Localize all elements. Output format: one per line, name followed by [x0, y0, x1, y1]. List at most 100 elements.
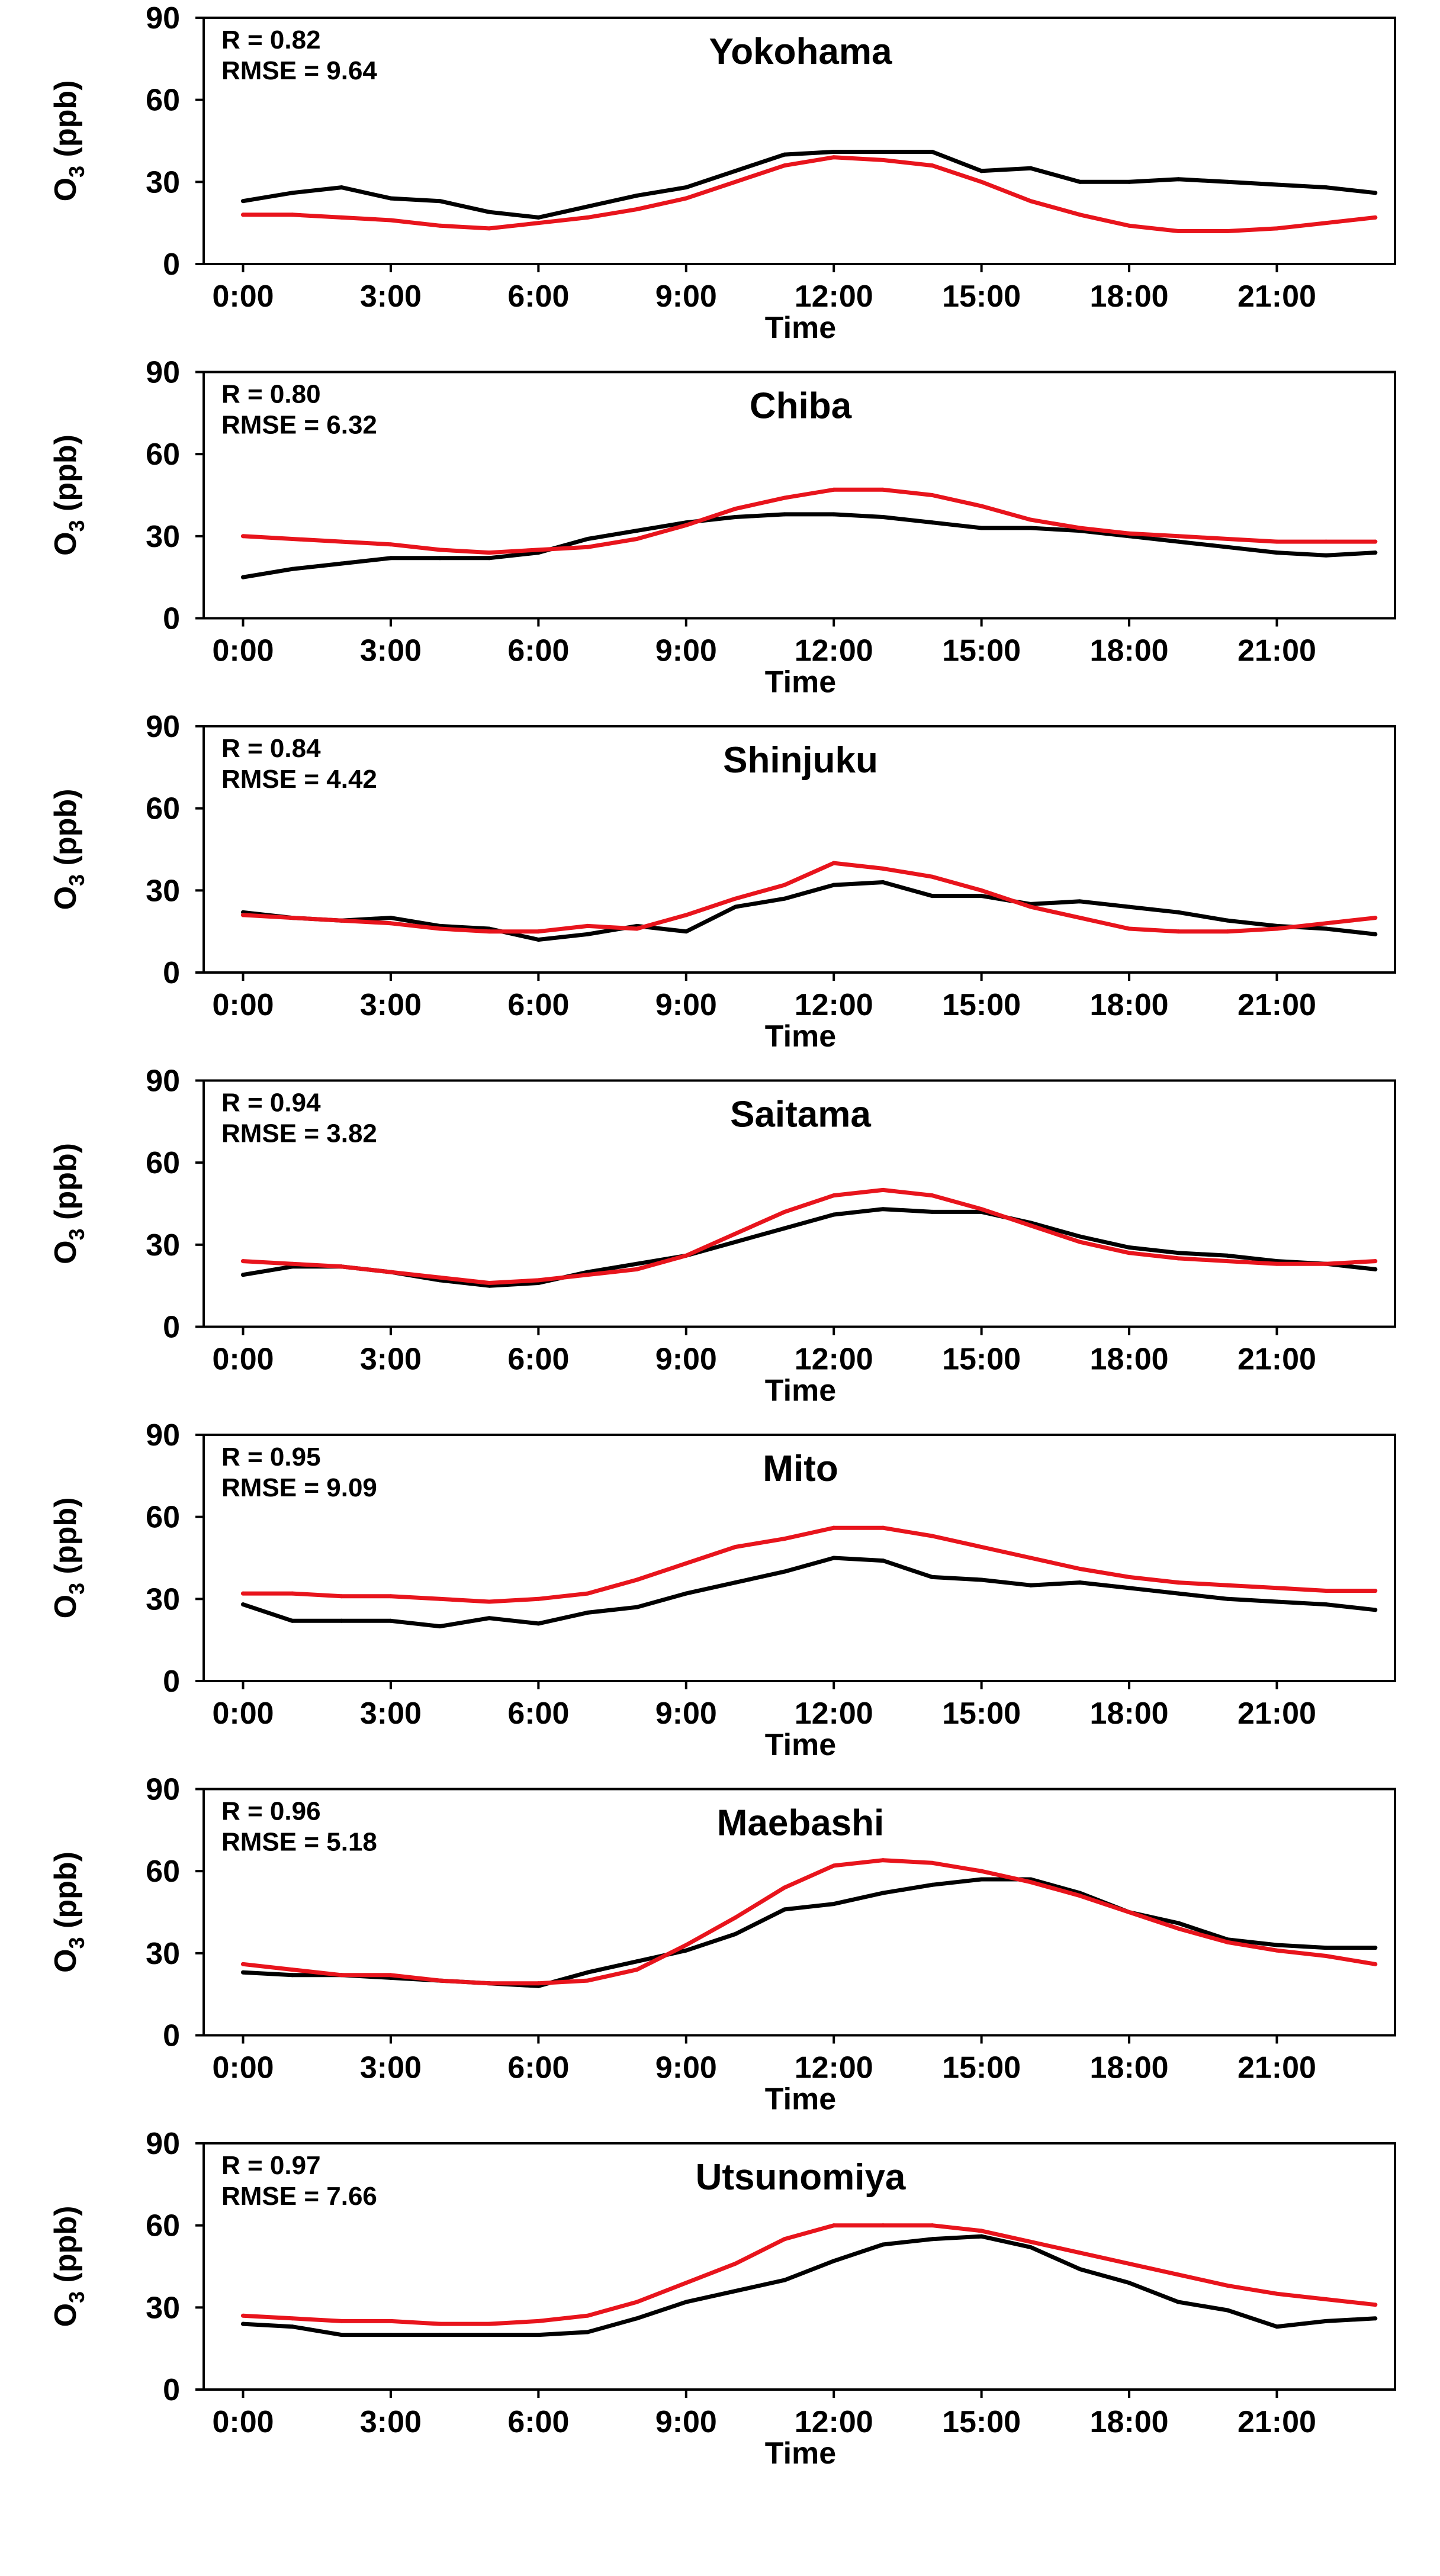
- x-tick-label: 18:00: [1090, 2405, 1169, 2439]
- data-point-observed: [585, 536, 590, 541]
- x-tick-label: 15:00: [942, 2051, 1021, 2085]
- data-point-observed: [1127, 1586, 1132, 1590]
- data-point-modeled: [1176, 2272, 1181, 2277]
- data-point-observed: [241, 2321, 246, 2326]
- data-point-observed: [290, 2324, 295, 2329]
- y-axis-label: O3 (ppb): [49, 1498, 89, 1619]
- series-line-modeled: [241, 1187, 1378, 1285]
- data-point-modeled: [290, 212, 295, 217]
- panel-title: Saitama: [730, 1094, 871, 1135]
- y-axis-label-sub: 3: [65, 2291, 89, 2303]
- data-point-modeled: [1127, 1251, 1132, 1255]
- data-point-observed: [1373, 191, 1378, 195]
- plot-frame: [202, 1079, 1396, 1328]
- y-axis-label: O3 (ppb): [49, 80, 89, 202]
- data-point-modeled: [1373, 2303, 1378, 2307]
- x-axis-label: Time: [765, 1019, 836, 1054]
- data-point-observed: [930, 520, 934, 525]
- data-point-observed: [684, 1591, 689, 1596]
- x-tick-label: 18:00: [1090, 1342, 1169, 1377]
- chart-panel-6: 0 30 60 90 0:00 3:00 6:00 9:00 12:00 15:00 18:00 21…: [49, 1773, 1396, 2117]
- x-tick-label: 18:00: [1090, 988, 1169, 1022]
- data-point-modeled: [536, 1596, 541, 1601]
- stat-label: R = 0.82: [221, 25, 321, 54]
- data-point-modeled: [241, 1259, 246, 1264]
- data-point-observed: [684, 929, 689, 934]
- y-tick-label: 90: [146, 1418, 180, 1453]
- data-point-modeled: [1176, 1580, 1181, 1585]
- y-tick-label: 60: [146, 2209, 180, 2243]
- x-tick-label: 18:00: [1090, 1696, 1169, 1731]
- data-point-observed: [536, 215, 541, 220]
- chart-panel-2: 0 30 60 90 0:00 3:00 6:00 9:00 12:00 15:00 18:00 21…: [49, 356, 1396, 700]
- x-tick-label: 9:00: [655, 279, 717, 314]
- data-point-modeled: [733, 2261, 738, 2266]
- data-point-modeled: [536, 1278, 541, 1283]
- data-point-modeled: [1225, 229, 1230, 234]
- data-point-observed: [979, 2234, 984, 2239]
- data-point-observed: [339, 1618, 344, 1623]
- x-tick-label: 9:00: [655, 2405, 717, 2439]
- data-point-observed: [1127, 904, 1132, 909]
- data-point-modeled: [1324, 221, 1329, 226]
- data-point-observed: [635, 193, 639, 198]
- data-point-modeled: [1373, 1588, 1378, 1593]
- data-point-modeled: [930, 874, 934, 879]
- x-tick-label: 9:00: [655, 1342, 717, 1377]
- data-point-modeled: [438, 1978, 442, 1983]
- x-tick-label: 18:00: [1090, 2051, 1169, 2085]
- series-line-modeled: [241, 1858, 1378, 1986]
- x-tick-label: 12:00: [795, 2051, 873, 2085]
- data-point-modeled: [1274, 539, 1279, 544]
- data-point-modeled: [635, 207, 639, 212]
- data-point-modeled: [1078, 212, 1082, 217]
- data-point-modeled: [1078, 1894, 1082, 1898]
- data-point-observed: [339, 561, 344, 566]
- data-point-observed: [930, 2237, 934, 2242]
- x-tick-label: 6:00: [507, 634, 569, 668]
- plot-frame: [202, 2142, 1396, 2391]
- data-point-observed: [1373, 1267, 1378, 1271]
- x-tick-label: 15:00: [942, 988, 1021, 1022]
- data-point-observed: [339, 185, 344, 190]
- data-point-modeled: [880, 1525, 885, 1530]
- data-point-observed: [1274, 182, 1279, 187]
- data-point-observed: [782, 1569, 787, 1574]
- y-tick-label: 60: [146, 792, 180, 826]
- data-point-observed: [388, 1618, 393, 1623]
- panel-title: Utsunomiya: [696, 2157, 906, 2198]
- series-line-modeled: [241, 1525, 1378, 1604]
- x-tick-label: 9:00: [655, 1696, 717, 1731]
- x-tick-label: 0:00: [212, 2051, 274, 2085]
- y-tick-label: 60: [146, 1500, 180, 1535]
- series-line-observed: [241, 150, 1378, 220]
- data-point-observed: [880, 514, 885, 519]
- data-point-modeled: [1324, 2297, 1329, 2301]
- data-point-modeled: [241, 1591, 246, 1596]
- data-point-observed: [438, 1624, 442, 1629]
- data-point-observed: [635, 1605, 639, 1609]
- data-point-observed: [1078, 1580, 1082, 1585]
- data-point-observed: [585, 204, 590, 209]
- data-point-modeled: [585, 1273, 590, 1277]
- data-point-modeled: [1176, 229, 1181, 234]
- data-point-observed: [536, 938, 541, 942]
- series-line-observed: [241, 1207, 1378, 1288]
- data-point-observed: [831, 1902, 836, 1907]
- data-point-modeled: [1176, 534, 1181, 539]
- series-line-observed: [241, 1877, 1378, 1988]
- data-point-modeled: [1127, 926, 1132, 931]
- data-point-observed: [1176, 910, 1181, 915]
- data-point-modeled: [585, 545, 590, 549]
- x-tick-label: 12:00: [795, 1696, 873, 1731]
- x-tick-label: 12:00: [795, 279, 873, 314]
- series-line-modeled: [241, 861, 1378, 934]
- data-point-observed: [241, 575, 246, 579]
- x-tick-label: 6:00: [507, 2051, 569, 2085]
- y-axis-label: O3 (ppb): [49, 789, 89, 910]
- stat-label: R = 0.94: [221, 1089, 321, 1118]
- data-point-modeled: [979, 504, 984, 508]
- x-axis-label: Time: [765, 665, 836, 700]
- x-tick-label: 3:00: [360, 1342, 422, 1377]
